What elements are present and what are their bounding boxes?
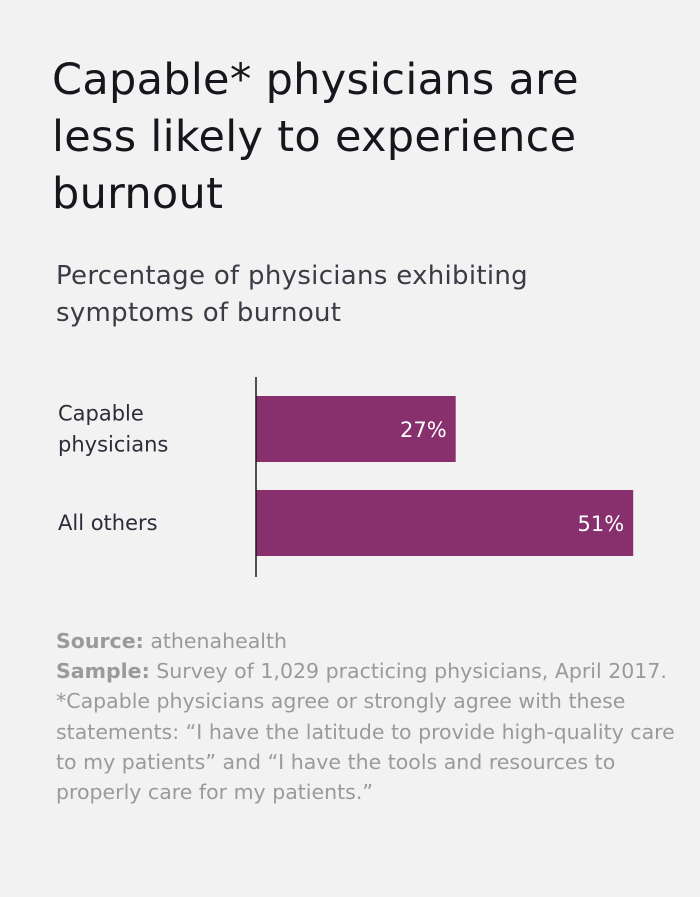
sample-line: Sample: Survey of 1,029 practicing physi… <box>56 656 676 686</box>
source-line: Source: athenahealth <box>56 626 676 656</box>
bar-value-label: 27% <box>400 418 447 442</box>
bar-value-label: 51% <box>578 512 625 536</box>
bar-chart: 27% Capable physicians 51% All others <box>58 377 634 577</box>
capable-definition-note: *Capable physicians agree or strongly ag… <box>56 689 675 805</box>
chart-title: Capable* physicians are less likely to e… <box>52 55 579 219</box>
bar-1 <box>256 396 456 462</box>
source-text: athenahealth <box>143 629 287 653</box>
sample-label: Sample: <box>56 659 150 684</box>
sample-text: Survey of 1,029 practicing physicians, A… <box>149 659 667 684</box>
category-label: All others <box>58 511 158 535</box>
category-label: Capable physicians <box>58 402 168 457</box>
source-label: Source: <box>56 629 144 653</box>
bar-2 <box>256 490 634 556</box>
chart-subtitle: Percentage of physicians exhibiting symp… <box>56 261 528 328</box>
footnote: Source: athenahealth Sample: Survey of 1… <box>56 626 676 807</box>
